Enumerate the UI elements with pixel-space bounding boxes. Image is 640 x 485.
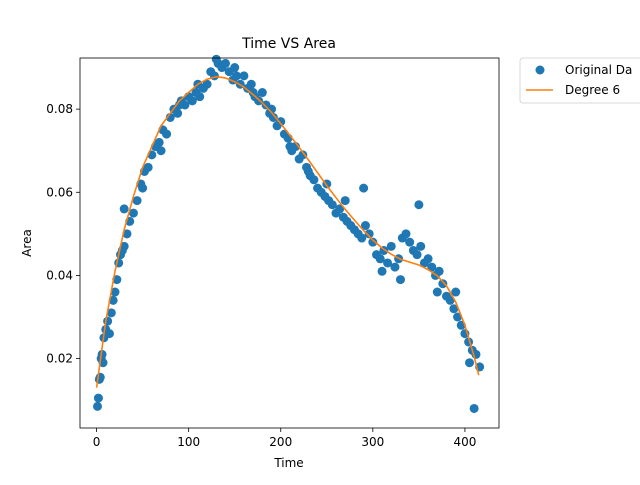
x-tick-label: 400 — [453, 435, 476, 449]
plot-border — [79, 57, 500, 429]
data-point — [232, 71, 242, 81]
data-point — [221, 58, 230, 68]
x-tick-label: 100 — [177, 435, 200, 449]
data-point — [465, 358, 475, 368]
data-point — [103, 316, 113, 326]
y-axis-label: Area — [20, 229, 34, 257]
data-point — [451, 287, 461, 297]
chart-title: Time VS Area — [241, 36, 336, 52]
x-axis-label: Time — [273, 456, 303, 470]
y-tick-label: 0.08 — [46, 102, 73, 116]
data-point — [414, 200, 424, 210]
data-point — [432, 287, 442, 297]
legend-label-scatter: Original Da — [565, 63, 632, 77]
data-point — [469, 403, 479, 413]
data-point — [416, 241, 426, 251]
data-point — [154, 137, 164, 147]
data-point — [195, 92, 205, 102]
data-point — [423, 254, 433, 264]
data-point — [285, 142, 295, 152]
data-point — [453, 312, 463, 322]
data-point — [298, 150, 308, 160]
data-point — [132, 196, 142, 206]
data-point — [412, 250, 422, 260]
data-point — [248, 88, 258, 98]
data-point — [93, 401, 102, 411]
data-point — [335, 204, 345, 214]
data-point — [386, 241, 396, 251]
series-line-degree-6 — [95, 75, 480, 388]
y-tick-label: 0.02 — [46, 352, 73, 366]
data-point — [122, 229, 132, 239]
data-point — [359, 183, 369, 193]
data-point — [202, 79, 212, 89]
data-point — [445, 295, 455, 305]
data-point — [360, 221, 370, 231]
data-point — [434, 266, 444, 276]
data-point — [128, 208, 138, 218]
data-point — [209, 71, 219, 81]
y-tick-label: 0.04 — [46, 268, 73, 282]
x-tick-label: 0 — [93, 435, 101, 449]
data-point — [246, 79, 256, 89]
data-point — [173, 108, 183, 118]
data-point — [383, 258, 393, 268]
data-point — [162, 129, 172, 139]
data-point — [368, 237, 378, 247]
data-point — [106, 308, 116, 318]
data-point — [364, 229, 374, 239]
plot-area — [80, 58, 499, 428]
data-point — [327, 200, 337, 210]
data-point — [97, 349, 107, 359]
data-point — [375, 254, 385, 264]
data-point — [390, 262, 400, 272]
series-layer — [93, 54, 485, 413]
data-point — [276, 117, 286, 127]
data-point — [108, 295, 118, 305]
data-point — [138, 183, 148, 193]
data-point — [405, 237, 415, 247]
data-point — [267, 104, 277, 114]
data-point — [230, 63, 240, 73]
data-point — [268, 112, 278, 122]
x-tick-label: 300 — [361, 435, 384, 449]
data-point — [309, 175, 319, 185]
legend-marker-scatter — [535, 65, 545, 75]
data-point — [143, 162, 153, 172]
data-point — [357, 233, 367, 243]
data-point — [303, 166, 313, 176]
data-point — [93, 393, 103, 403]
data-point — [211, 54, 221, 64]
data-point — [449, 304, 459, 314]
data-point — [438, 279, 448, 289]
data-point — [104, 329, 114, 339]
y-tick-label: 0.06 — [46, 185, 73, 199]
data-point — [395, 275, 405, 285]
legend-label-line: Degree 6 — [565, 83, 620, 97]
data-point — [156, 146, 166, 156]
data-point — [377, 266, 387, 276]
ticks-layer: 0 100 200 300 400 0.02 0.04 0.06 0.08 — [46, 102, 476, 449]
data-point — [401, 229, 411, 239]
data-point — [340, 196, 350, 206]
data-point — [427, 262, 437, 272]
x-tick-label: 200 — [269, 435, 292, 449]
data-point — [110, 287, 120, 297]
data-point — [119, 204, 129, 214]
data-point — [239, 71, 249, 81]
legend: Original Da Degree 6 — [519, 57, 640, 104]
legend-box — [519, 57, 640, 104]
data-point — [119, 241, 129, 251]
data-point — [257, 88, 267, 98]
data-point — [187, 96, 197, 106]
